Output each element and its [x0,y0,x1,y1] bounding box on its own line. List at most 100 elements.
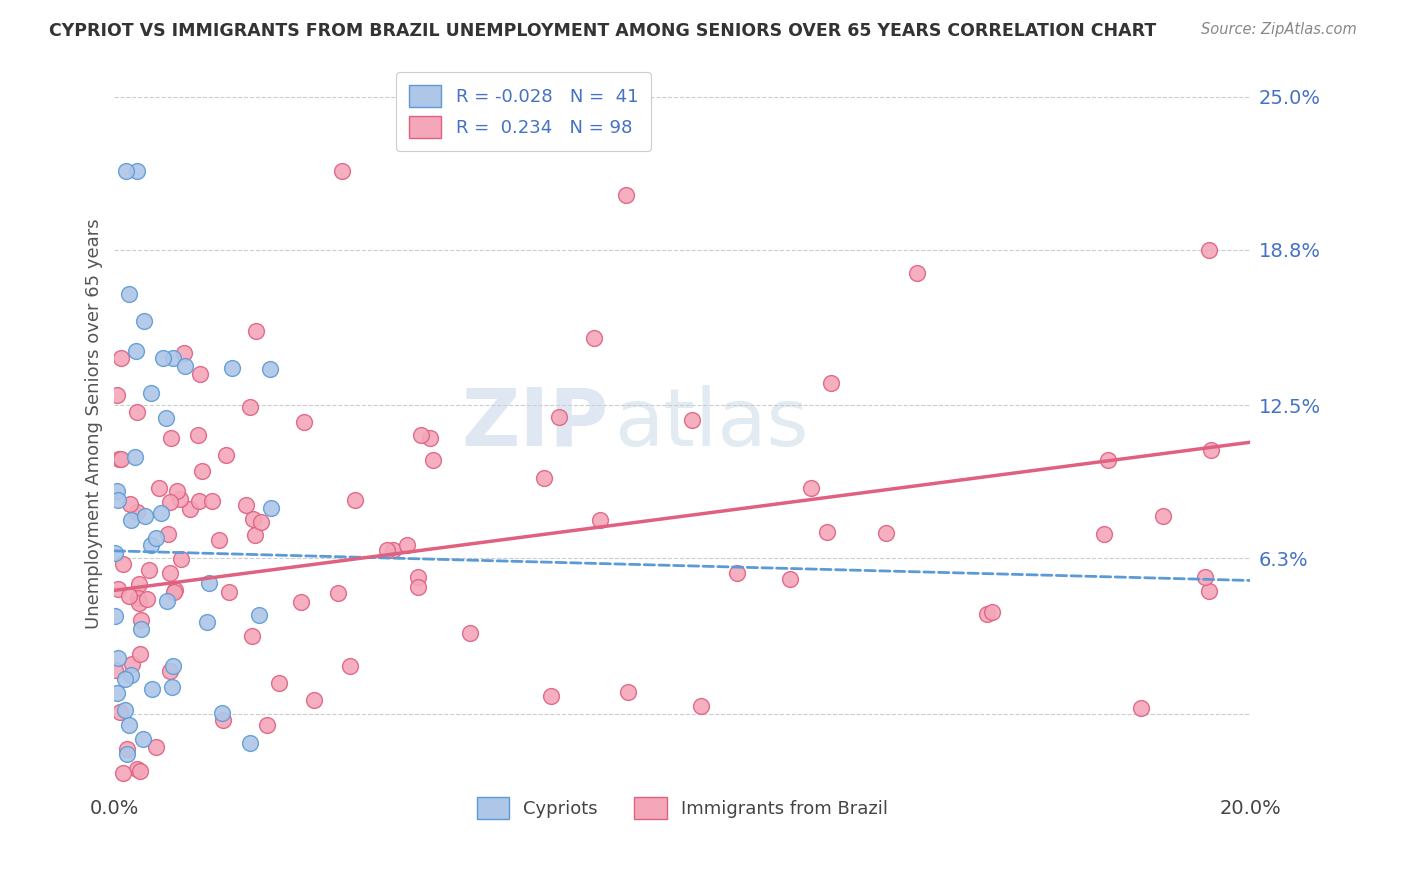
Point [127,163,149,178]
Point [120,513,142,527]
Point [583,331,606,345]
Point [259,362,281,376]
Point [115,742,138,756]
Text: CYPRIOT VS IMMIGRANTS FROM BRAZIL UNEMPLOYMENT AMONG SENIORS OVER 65 YEARS CORRE: CYPRIOT VS IMMIGRANTS FROM BRAZIL UNEMPL… [49,22,1157,40]
Point [725,566,748,581]
Point [108,705,131,719]
Point [188,367,211,381]
Point [1198,584,1220,599]
Legend: Cypriots, Immigrants from Brazil: Cypriots, Immigrants from Brazil [470,789,896,826]
Point [614,188,637,202]
Point [141,538,163,552]
Point [179,501,201,516]
Point [547,410,569,425]
Point [129,622,152,636]
Point [211,713,233,727]
Point [247,607,270,622]
Point [214,448,236,462]
Point [304,693,326,707]
Point [145,531,167,545]
Point [134,509,156,524]
Point [243,528,266,542]
Point [124,450,146,465]
Point [976,607,998,622]
Point [105,388,128,402]
Point [125,343,148,358]
Point [411,428,433,442]
Point [104,664,127,678]
Text: atlas: atlas [614,384,808,463]
Point [422,453,444,467]
Point [406,570,429,584]
Point [145,739,167,754]
Point [174,359,197,373]
Point [127,405,149,419]
Point [690,699,713,714]
Point [800,481,823,495]
Point [1130,701,1153,715]
Point [111,557,134,571]
Point [107,582,129,596]
Point [128,764,150,778]
Point [128,577,150,591]
Text: Source: ZipAtlas.com: Source: ZipAtlas.com [1201,22,1357,37]
Point [188,494,211,508]
Point [221,361,243,376]
Point [117,287,139,301]
Point [256,718,278,732]
Point [159,566,181,581]
Point [260,501,283,516]
Point [162,659,184,673]
Point [815,524,838,539]
Point [1199,443,1222,458]
Point [108,452,131,467]
Point [148,482,170,496]
Point [1097,453,1119,467]
Point [156,594,179,608]
Point [239,400,262,414]
Point [458,625,481,640]
Point [589,513,612,527]
Point [128,596,150,610]
Point [875,526,897,541]
Point [138,563,160,577]
Point [118,718,141,732]
Point [1198,243,1220,257]
Point [1194,570,1216,584]
Point [159,495,181,509]
Point [159,664,181,678]
Point [617,685,640,699]
Point [165,583,187,598]
Point [114,703,136,717]
Point [190,464,212,478]
Point [105,483,128,498]
Point [344,492,367,507]
Point [195,615,218,629]
Point [127,591,149,606]
Point [1152,508,1174,523]
Point [166,484,188,499]
Point [118,590,141,604]
Point [242,512,264,526]
Point [120,668,142,682]
Point [201,494,224,508]
Point [339,659,361,673]
Point [396,538,419,552]
Point [269,676,291,690]
Point [1092,527,1115,541]
Point [169,492,191,507]
Point [107,492,129,507]
Point [127,762,149,776]
Point [681,413,703,427]
Point [155,410,177,425]
Point [197,576,219,591]
Point [170,551,193,566]
Point [157,527,180,541]
Point [132,732,155,747]
Point [408,580,430,594]
Point [208,533,231,547]
Point [128,647,150,661]
Point [149,506,172,520]
Point [121,657,143,671]
Point [107,650,129,665]
